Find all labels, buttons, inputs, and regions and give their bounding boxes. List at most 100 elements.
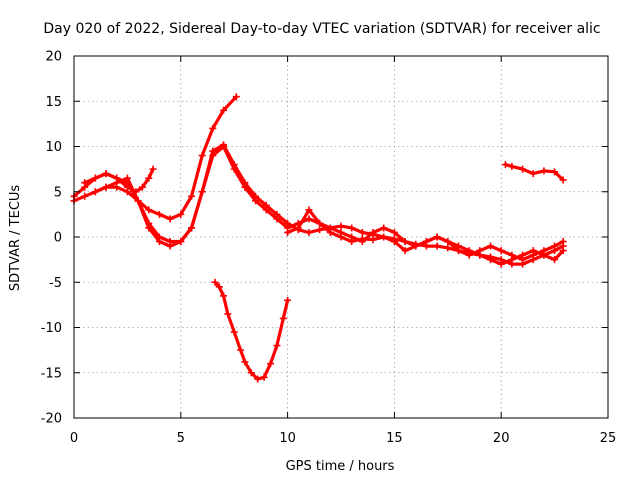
data-point xyxy=(166,238,174,246)
data-point xyxy=(230,328,238,336)
y-tick-label: -5 xyxy=(49,276,62,291)
data-point xyxy=(487,256,495,264)
data-point xyxy=(380,224,388,232)
y-tick-label: -15 xyxy=(41,366,62,381)
data-point xyxy=(305,215,313,223)
data-point xyxy=(91,174,99,182)
y-tick-label: 10 xyxy=(45,140,62,155)
y-tick-label: 20 xyxy=(45,50,62,65)
data-point xyxy=(81,192,89,200)
data-point xyxy=(508,256,516,264)
data-point xyxy=(145,174,153,182)
data-point xyxy=(508,162,516,170)
data-point xyxy=(390,228,398,236)
data-point xyxy=(337,222,345,230)
data-point xyxy=(348,224,356,232)
x-axis-label: GPS time / hours xyxy=(286,459,395,474)
series-line xyxy=(213,280,290,381)
data-point xyxy=(211,278,219,286)
data-point xyxy=(241,358,249,366)
data-point xyxy=(294,224,302,232)
series-line xyxy=(72,167,155,198)
data-point xyxy=(232,93,240,101)
data-point xyxy=(155,233,163,241)
data-point xyxy=(145,206,153,214)
data-point xyxy=(241,183,249,191)
data-point xyxy=(551,168,559,176)
data-point xyxy=(326,228,334,236)
data-point xyxy=(102,170,110,178)
series-2 xyxy=(70,93,240,223)
x-tick-label: 15 xyxy=(386,431,403,446)
data-point xyxy=(262,206,270,214)
series-5 xyxy=(211,278,292,383)
data-point xyxy=(316,226,324,234)
data-point xyxy=(279,314,287,322)
data-point xyxy=(454,242,462,250)
data-point xyxy=(519,165,527,173)
x-tick-label: 10 xyxy=(279,431,296,446)
data-point xyxy=(401,238,409,246)
x-tick-label: 5 xyxy=(177,431,185,446)
data-point xyxy=(198,152,206,160)
data-point xyxy=(412,242,420,250)
data-point xyxy=(209,124,217,132)
data-point xyxy=(113,179,121,187)
x-tick-label: 20 xyxy=(493,431,510,446)
data-point xyxy=(519,251,527,259)
data-point xyxy=(177,238,185,246)
series-6 xyxy=(284,206,567,268)
data-point xyxy=(559,247,567,255)
data-point xyxy=(559,238,567,246)
data-point xyxy=(284,296,292,304)
data-point xyxy=(260,373,268,381)
data-point xyxy=(305,206,313,214)
data-point xyxy=(369,228,377,236)
data-point xyxy=(284,228,292,236)
data-point xyxy=(348,238,356,246)
y-tick-label: 5 xyxy=(54,185,62,200)
data-point xyxy=(529,247,537,255)
data-point xyxy=(358,235,366,243)
data-point xyxy=(209,152,217,160)
series-7 xyxy=(501,161,567,184)
data-point xyxy=(145,219,153,227)
data-point xyxy=(273,342,281,350)
data-point xyxy=(252,197,260,205)
data-point xyxy=(358,228,366,236)
data-point xyxy=(497,247,505,255)
chart-title: Day 020 of 2022, Sidereal Day-to-day VTE… xyxy=(43,21,600,37)
data-point xyxy=(187,224,195,232)
data-point xyxy=(273,215,281,223)
data-point xyxy=(123,188,131,196)
y-tick-label: -20 xyxy=(41,412,62,427)
data-point xyxy=(390,238,398,246)
data-point xyxy=(81,179,89,187)
data-point xyxy=(551,242,559,250)
data-point xyxy=(102,183,110,191)
data-point xyxy=(380,233,388,241)
data-point xyxy=(224,310,232,318)
data-point xyxy=(559,176,567,184)
data-point xyxy=(267,360,275,368)
x-tick-label: 0 xyxy=(70,431,78,446)
y-tick-label: 15 xyxy=(45,95,62,110)
data-point xyxy=(529,170,537,178)
data-point xyxy=(237,346,245,354)
data-point xyxy=(254,375,262,383)
data-point xyxy=(247,369,255,377)
x-tick-label: 25 xyxy=(600,431,617,446)
data-point xyxy=(487,242,495,250)
data-point xyxy=(91,188,99,196)
data-point xyxy=(166,215,174,223)
data-point xyxy=(198,188,206,196)
data-point xyxy=(187,192,195,200)
data-point xyxy=(155,210,163,218)
data-point xyxy=(305,228,313,236)
data-point xyxy=(540,251,548,259)
data-point xyxy=(433,242,441,250)
data-point xyxy=(230,165,238,173)
data-point xyxy=(444,238,452,246)
data-point xyxy=(540,167,548,175)
